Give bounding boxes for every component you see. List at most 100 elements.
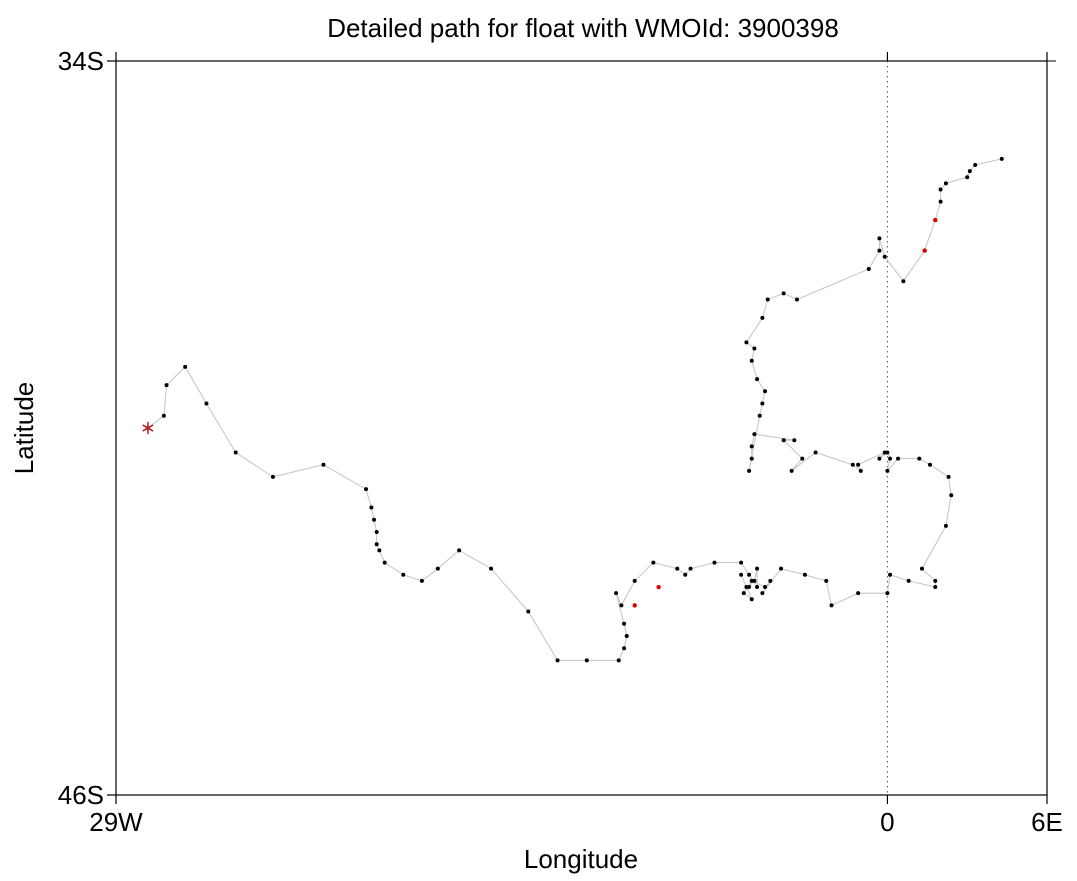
path-point-87 <box>749 358 754 363</box>
path-point-74 <box>813 450 818 455</box>
path-point-22 <box>584 658 589 663</box>
path-point-64 <box>917 456 922 461</box>
path-point-85 <box>763 389 768 394</box>
path-point-30 <box>651 560 656 565</box>
path-point-46 <box>763 585 768 590</box>
path-point-75 <box>789 468 794 473</box>
path-point-2 <box>164 383 169 388</box>
path-point-55 <box>888 572 893 577</box>
path-point-17 <box>435 566 440 571</box>
path-point-63 <box>927 462 932 467</box>
path-point-14 <box>382 560 387 565</box>
path-point-94 <box>866 266 871 271</box>
path-point-23 <box>616 658 621 663</box>
path-point-72 <box>858 468 863 473</box>
path-point-84 <box>760 401 765 406</box>
path-point-27 <box>614 591 619 596</box>
x-tick-label-1: 0 <box>880 807 894 837</box>
path-point-54 <box>885 591 890 596</box>
path-point-44 <box>741 591 746 596</box>
path-point-101 <box>938 199 943 204</box>
highlight-point-3 <box>632 603 637 608</box>
path-point-69 <box>877 456 882 461</box>
path-point-67 <box>888 456 893 461</box>
path-point-7 <box>321 462 326 467</box>
path-point-16 <box>419 578 424 583</box>
path-point-60 <box>943 523 948 528</box>
path-point-12 <box>374 542 379 547</box>
path-point-31 <box>675 566 680 571</box>
path-point-25 <box>624 633 629 638</box>
plot-frame <box>115 60 1048 796</box>
highlight-point-0 <box>922 248 927 253</box>
path-point-49 <box>779 566 783 571</box>
path-point-10 <box>372 517 377 522</box>
path-point-3 <box>183 364 188 369</box>
float-path-line <box>147 158 1002 661</box>
y-tick-label-1: 46S <box>58 780 104 810</box>
path-point-20 <box>526 609 531 614</box>
y-axis-label: Latitude <box>9 382 39 475</box>
path-point-26 <box>622 621 627 626</box>
path-point-77 <box>781 438 786 443</box>
path-point-41 <box>744 585 749 590</box>
path-point-70 <box>882 450 887 455</box>
path-point-95 <box>877 248 882 253</box>
x-axis-label: Longitude <box>524 844 638 874</box>
path-point-56 <box>906 578 911 583</box>
path-point-47 <box>768 578 773 583</box>
path-point-4 <box>204 401 209 406</box>
path-point-107 <box>999 156 1004 161</box>
path-point-86 <box>755 377 760 382</box>
path-point-36 <box>747 572 752 577</box>
path-point-96 <box>877 236 882 241</box>
path-point-65 <box>896 456 901 461</box>
path-point-34 <box>712 560 717 565</box>
path-point-33 <box>688 566 693 571</box>
path-point-57 <box>933 585 938 590</box>
path-point-24 <box>622 646 627 651</box>
path-point-97 <box>882 254 887 259</box>
path-point-9 <box>369 505 374 510</box>
path-point-51 <box>824 578 829 583</box>
path-point-104 <box>965 175 970 180</box>
path-point-61 <box>949 493 954 498</box>
path-point-103 <box>943 181 948 186</box>
path-point-71 <box>856 462 861 467</box>
path-point-11 <box>374 529 379 534</box>
x-tick-label-2: 6E <box>1031 807 1063 837</box>
path-point-8 <box>364 487 369 492</box>
path-point-79 <box>752 432 757 437</box>
path-point-58 <box>933 578 938 583</box>
path-point-82 <box>747 468 752 473</box>
path-point-76 <box>800 456 805 461</box>
y-tick-label-0: 34S <box>58 46 104 76</box>
path-point-21 <box>555 658 560 663</box>
start-marker-icon <box>142 422 154 434</box>
path-point-5 <box>233 450 238 455</box>
path-point-91 <box>765 297 770 302</box>
path-point-81 <box>749 456 754 461</box>
path-point-38 <box>755 566 760 571</box>
plot-area: 29W 0 6E 34S 46S <box>58 46 1063 837</box>
path-point-43 <box>749 597 754 602</box>
path-point-45 <box>749 578 754 583</box>
path-point-42 <box>739 572 744 577</box>
path-point-52 <box>829 603 834 608</box>
path-point-93 <box>794 297 799 302</box>
path-point-106 <box>973 162 978 167</box>
path-point-1 <box>161 413 166 418</box>
path-point-32 <box>683 572 688 577</box>
path-point-6 <box>270 474 275 479</box>
path-point-18 <box>457 548 462 553</box>
x-tick-label-0: 29W <box>89 807 143 837</box>
path-point-90 <box>760 315 765 320</box>
path-point-62 <box>946 474 951 479</box>
path-point-80 <box>749 444 754 449</box>
path-point-48 <box>760 591 765 596</box>
path-point-88 <box>752 346 757 351</box>
path-point-89 <box>744 340 749 345</box>
path-point-15 <box>401 572 406 577</box>
path-point-35 <box>739 560 744 565</box>
